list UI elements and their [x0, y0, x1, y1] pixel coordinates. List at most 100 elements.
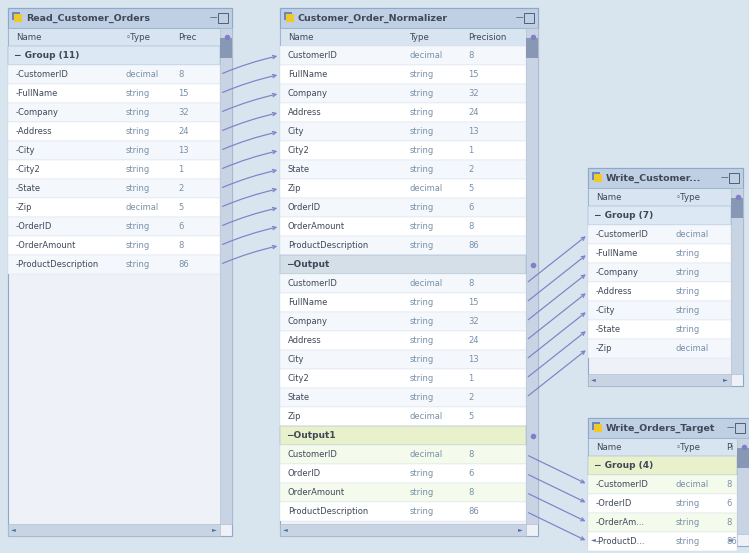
Bar — [280, 524, 526, 536]
Text: -ProductD...: -ProductD... — [596, 537, 646, 546]
Text: string: string — [410, 507, 434, 516]
Text: -Zip: -Zip — [16, 203, 32, 212]
Text: 6: 6 — [178, 222, 184, 231]
Bar — [8, 65, 220, 84]
Text: string: string — [410, 393, 434, 402]
Text: string: string — [126, 222, 151, 231]
Bar — [588, 532, 737, 551]
Text: ◄: ◄ — [283, 528, 288, 533]
Text: string: string — [410, 298, 434, 307]
Text: ProductDescription: ProductDescription — [288, 241, 369, 250]
Text: −Output1: −Output1 — [286, 431, 336, 440]
Text: ◄: ◄ — [11, 528, 16, 533]
Bar — [280, 198, 526, 217]
Bar — [220, 38, 232, 58]
Bar — [280, 464, 526, 483]
Bar — [280, 179, 526, 198]
Text: 32: 32 — [468, 317, 479, 326]
Text: − Group (11): − Group (11) — [14, 51, 79, 60]
Bar — [218, 13, 228, 23]
Bar — [280, 103, 526, 122]
Bar — [280, 28, 538, 46]
Text: —: — — [210, 13, 218, 23]
Text: 13: 13 — [178, 146, 189, 155]
Bar — [280, 312, 526, 331]
Text: ProductDescription: ProductDescription — [288, 507, 369, 516]
Bar — [8, 84, 220, 103]
Bar — [280, 331, 526, 350]
Bar — [588, 418, 749, 438]
Bar — [592, 422, 600, 430]
Bar — [588, 188, 743, 206]
Text: decimal: decimal — [410, 279, 443, 288]
Text: 86: 86 — [468, 507, 479, 516]
Bar — [8, 8, 232, 536]
Text: decimal: decimal — [410, 51, 443, 60]
Text: 86: 86 — [468, 241, 479, 250]
Text: string: string — [676, 249, 700, 258]
Text: 5: 5 — [178, 203, 184, 212]
Bar — [280, 369, 526, 388]
Text: 24: 24 — [178, 127, 189, 136]
Text: 1: 1 — [468, 374, 473, 383]
Bar — [280, 426, 526, 445]
Bar — [588, 438, 749, 456]
Bar — [8, 28, 232, 46]
Text: 5: 5 — [468, 184, 473, 193]
Text: Address: Address — [288, 108, 322, 117]
Bar — [592, 172, 600, 180]
Text: string: string — [410, 70, 434, 79]
Text: 15: 15 — [178, 89, 189, 98]
Text: Name: Name — [596, 192, 622, 201]
Bar — [280, 293, 526, 312]
Text: 6: 6 — [726, 499, 731, 508]
Bar — [594, 424, 602, 432]
Bar — [588, 282, 731, 301]
Text: Company: Company — [288, 317, 328, 326]
Text: ◄: ◄ — [591, 378, 595, 383]
Text: -Address: -Address — [596, 287, 633, 296]
Text: Address: Address — [288, 336, 322, 345]
Text: 8: 8 — [468, 222, 473, 231]
Text: string: string — [676, 268, 700, 277]
Text: OrderID: OrderID — [288, 203, 321, 212]
Text: string: string — [676, 499, 700, 508]
Text: Read_Customer_Orders: Read_Customer_Orders — [26, 13, 150, 23]
Text: 86: 86 — [726, 537, 737, 546]
Text: ◦Type: ◦Type — [126, 33, 151, 41]
Bar — [588, 301, 731, 320]
Text: 15: 15 — [468, 70, 479, 79]
Bar — [284, 12, 292, 20]
Text: FullName: FullName — [288, 70, 327, 79]
Bar — [280, 274, 526, 293]
Text: decimal: decimal — [676, 480, 709, 489]
Text: string: string — [410, 127, 434, 136]
Text: string: string — [676, 518, 700, 527]
Text: 8: 8 — [726, 518, 731, 527]
Bar — [8, 160, 220, 179]
Bar — [280, 8, 538, 28]
Text: City2: City2 — [288, 374, 310, 383]
Text: -FullName: -FullName — [16, 89, 58, 98]
Text: 1: 1 — [178, 165, 184, 174]
Text: string: string — [126, 146, 151, 155]
Text: ◄: ◄ — [591, 538, 595, 542]
Text: string: string — [676, 537, 700, 546]
Bar — [14, 14, 22, 22]
Text: —: — — [727, 424, 735, 432]
Bar — [8, 198, 220, 217]
Text: 2: 2 — [468, 165, 473, 174]
Bar — [588, 513, 737, 532]
Bar — [731, 198, 743, 218]
Text: 2: 2 — [178, 184, 184, 193]
Bar — [8, 255, 220, 274]
Text: decimal: decimal — [126, 70, 160, 79]
Text: decimal: decimal — [410, 412, 443, 421]
Bar — [588, 263, 731, 282]
Bar — [588, 339, 731, 358]
Bar — [588, 320, 731, 339]
Text: 86: 86 — [178, 260, 189, 269]
Text: 8: 8 — [468, 488, 473, 497]
Bar — [588, 168, 743, 386]
Text: − Group (7): − Group (7) — [594, 211, 653, 220]
